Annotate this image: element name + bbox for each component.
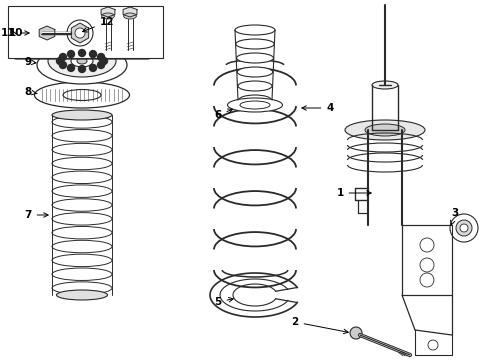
Ellipse shape [52,213,112,225]
Ellipse shape [237,67,273,77]
Circle shape [68,50,74,58]
Ellipse shape [52,240,112,253]
Circle shape [90,64,97,71]
Ellipse shape [52,130,112,142]
Ellipse shape [52,282,112,294]
Ellipse shape [123,13,136,19]
Text: 4: 4 [302,103,334,113]
Text: 7: 7 [24,210,48,220]
Ellipse shape [236,39,274,49]
Polygon shape [39,26,55,40]
Ellipse shape [227,98,283,112]
Ellipse shape [48,45,116,77]
Ellipse shape [52,171,112,184]
Ellipse shape [70,24,94,42]
Ellipse shape [240,101,270,109]
Ellipse shape [239,95,271,105]
Text: 5: 5 [215,297,233,307]
Ellipse shape [59,16,104,50]
Circle shape [420,258,434,272]
Text: 6: 6 [215,109,232,120]
Text: 11: 11 [1,28,29,38]
Circle shape [420,238,434,252]
Bar [402,225,452,295]
Circle shape [350,327,362,339]
Ellipse shape [52,143,112,156]
Text: 8: 8 [24,87,37,97]
Circle shape [420,273,434,287]
Ellipse shape [101,13,114,19]
Ellipse shape [52,116,112,128]
Circle shape [98,54,104,60]
Ellipse shape [52,254,112,267]
Text: 9: 9 [24,57,36,67]
Ellipse shape [34,82,129,108]
Circle shape [125,30,135,40]
Ellipse shape [345,120,425,140]
Ellipse shape [238,81,272,91]
Ellipse shape [372,81,398,89]
Ellipse shape [52,226,112,239]
Polygon shape [123,7,137,17]
Ellipse shape [52,185,112,197]
Circle shape [78,49,85,57]
Circle shape [56,58,64,64]
Text: 12: 12 [83,17,114,32]
Circle shape [428,340,438,350]
Circle shape [75,28,85,38]
Bar [8,6,163,58]
Polygon shape [72,23,89,43]
Ellipse shape [365,124,405,136]
Circle shape [100,58,107,64]
Text: 10: 10 [9,28,23,38]
Polygon shape [101,7,115,17]
Ellipse shape [63,90,101,100]
Text: 1: 1 [336,188,371,198]
Ellipse shape [71,55,93,67]
Ellipse shape [77,29,87,37]
Ellipse shape [77,58,87,64]
Ellipse shape [52,268,112,280]
FancyBboxPatch shape [11,11,153,59]
Circle shape [78,66,85,72]
Circle shape [59,62,67,68]
Circle shape [59,54,67,60]
Ellipse shape [52,157,112,170]
Ellipse shape [37,46,127,84]
Circle shape [29,30,39,40]
Ellipse shape [237,53,273,63]
Text: 3: 3 [450,208,459,225]
Circle shape [67,20,93,46]
Circle shape [456,220,472,236]
Circle shape [90,50,97,58]
Ellipse shape [52,110,112,120]
Circle shape [460,224,468,232]
Ellipse shape [235,25,275,35]
Circle shape [98,62,104,68]
Ellipse shape [52,199,112,211]
Circle shape [68,64,74,71]
Circle shape [450,214,478,242]
Text: 2: 2 [292,317,348,334]
Ellipse shape [56,290,107,300]
